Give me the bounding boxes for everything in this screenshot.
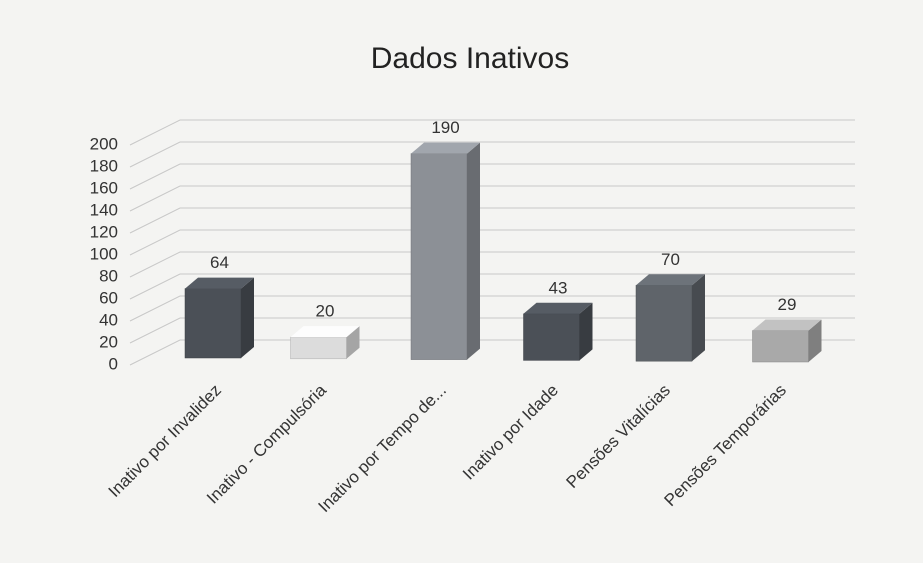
y-tick-label: 40 bbox=[99, 310, 118, 329]
data-label: 20 bbox=[316, 302, 335, 321]
bar-side bbox=[346, 326, 360, 359]
data-label: 29 bbox=[778, 295, 797, 314]
grid-line bbox=[129, 229, 855, 256]
grid-line bbox=[129, 185, 855, 212]
grid-line bbox=[129, 141, 855, 168]
bar bbox=[752, 319, 822, 363]
data-label: 70 bbox=[661, 250, 680, 269]
y-tick-label: 160 bbox=[90, 178, 118, 197]
y-tick-label: 80 bbox=[99, 266, 118, 285]
data-label: 64 bbox=[210, 253, 229, 272]
chart-title: Dados Inativos bbox=[371, 42, 569, 75]
bar-front bbox=[635, 285, 693, 362]
bar-side bbox=[467, 142, 480, 360]
bar-front bbox=[184, 288, 242, 359]
grid-line bbox=[129, 273, 855, 300]
y-tick-label: 0 bbox=[109, 354, 118, 373]
y-tick-label: 60 bbox=[99, 288, 118, 307]
y-tick-label: 120 bbox=[90, 222, 118, 241]
bar bbox=[635, 274, 705, 362]
bar-front bbox=[752, 330, 809, 363]
grid-line bbox=[129, 317, 855, 344]
bar-side bbox=[808, 319, 822, 362]
y-tick-label: 20 bbox=[99, 332, 118, 351]
bar-top bbox=[752, 319, 822, 331]
grid-line bbox=[129, 339, 855, 366]
y-tick-label: 100 bbox=[90, 244, 118, 263]
data-label: 43 bbox=[549, 278, 568, 297]
y-tick-label: 140 bbox=[90, 200, 118, 219]
bar-side bbox=[241, 277, 254, 358]
grid-line bbox=[129, 163, 855, 190]
y-tick-label: 180 bbox=[90, 156, 118, 175]
bar-top bbox=[523, 302, 593, 314]
bar bbox=[523, 302, 593, 361]
grid-line bbox=[129, 207, 855, 234]
bar-top bbox=[185, 277, 254, 289]
bar-front bbox=[290, 336, 347, 360]
grid-line bbox=[129, 251, 855, 278]
bar bbox=[410, 142, 480, 360]
bar-top bbox=[636, 274, 705, 286]
bar-front bbox=[523, 313, 580, 361]
bar-top bbox=[290, 326, 360, 338]
bar-top bbox=[411, 142, 480, 154]
grid-line bbox=[129, 295, 855, 322]
bar bbox=[184, 277, 254, 359]
bar-side bbox=[579, 302, 593, 361]
bar bbox=[290, 326, 360, 360]
grid-line bbox=[129, 119, 855, 146]
bar-front bbox=[410, 153, 468, 360]
data-label: 190 bbox=[431, 118, 459, 137]
y-tick-label: 200 bbox=[90, 134, 118, 153]
bar-side bbox=[692, 274, 705, 362]
